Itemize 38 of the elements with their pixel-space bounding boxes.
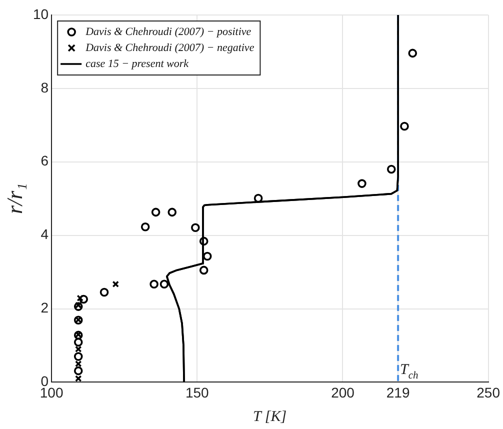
point (74, 331, 82, 338)
point (199, 266, 208, 275)
x-tick-label: 200 (331, 384, 355, 400)
x-tick-label: 150 (185, 384, 210, 400)
y-tick-label: 6 (40, 152, 49, 169)
point (199, 236, 208, 246)
point (400, 122, 409, 131)
x-tick-label: 219 (386, 384, 410, 400)
point (358, 179, 366, 188)
point (74, 330, 83, 340)
point (74, 352, 83, 361)
y-tick-label: 4 (40, 226, 49, 242)
point (79, 294, 88, 304)
legend-label: Davis & Chehroudi (2007) − negative (84, 42, 254, 54)
point (74, 366, 83, 376)
y-tick-label: 2 (40, 300, 49, 316)
point (168, 208, 177, 217)
point (112, 280, 120, 288)
point (74, 338, 83, 347)
y-axis-title: r/r₁ (2, 183, 27, 214)
point (160, 280, 169, 289)
point (74, 375, 82, 382)
point (151, 208, 160, 217)
x-axis-title: T [K] (253, 409, 287, 425)
point (100, 288, 109, 297)
point (408, 48, 418, 58)
point (150, 280, 158, 289)
y-tick-label: 8 (40, 79, 49, 96)
x-tick-label: 250 (476, 384, 500, 400)
point (74, 346, 82, 353)
point (191, 223, 200, 232)
legend-label: Davis & Chehroudi (2007) − positive (84, 26, 252, 38)
y-tick-label: 10 (32, 6, 49, 22)
point (74, 360, 82, 368)
legend-label: case 15 − present work (86, 58, 190, 70)
point (386, 164, 396, 174)
point (202, 252, 212, 261)
point (140, 222, 150, 232)
